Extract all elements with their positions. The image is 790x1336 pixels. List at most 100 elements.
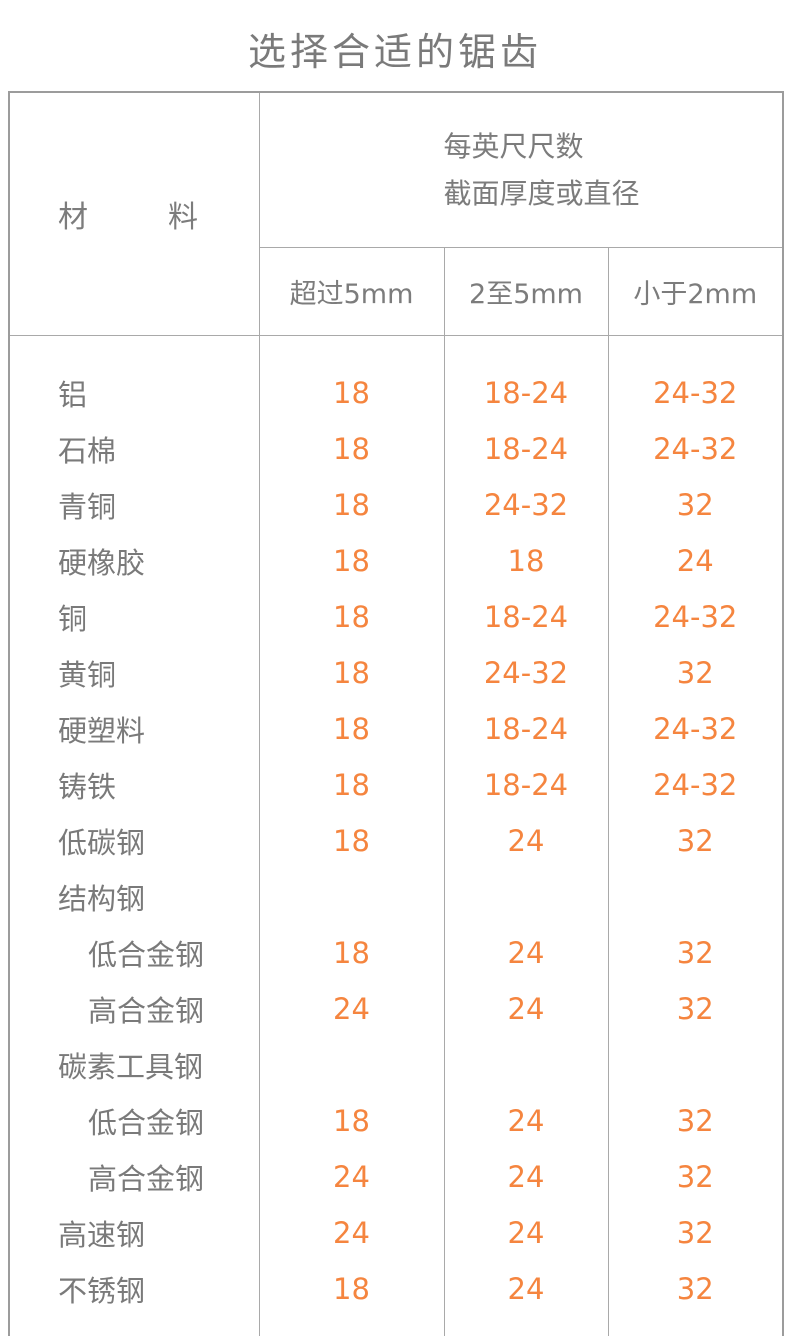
material-header-label: 材 料 <box>58 192 198 236</box>
table-row: 硬塑料 18 18-24 24-32 <box>8 701 784 757</box>
table-row: 硬橡胶 18 18 24 <box>8 533 784 589</box>
column-header-1: 超过5mm <box>258 247 445 336</box>
material-header-char-left: 材 <box>58 200 88 235</box>
value-cell: 24 <box>258 1205 445 1261</box>
table-row: 低碳钢 18 24 32 <box>8 813 784 869</box>
value-cell: 18-24 <box>443 589 609 645</box>
value-cell: 24 <box>607 533 784 589</box>
material-cell: 高速钢 <box>8 1205 260 1261</box>
material-header-cell: 材 料 <box>8 91 260 336</box>
saw-teeth-table: 材 料 每英尺尺数 截面厚度或直径 超过5mm 2至5mm 小于2mm 铝 18 18-… <box>8 91 785 1336</box>
value-cell <box>607 869 784 925</box>
group-header-cell: 每英尺尺数 截面厚度或直径 <box>258 91 784 248</box>
value-cell: 18 <box>258 645 445 701</box>
material-cell: 低合金钢 <box>8 1093 260 1149</box>
table-row: 结构钢 <box>8 869 784 925</box>
value-cell: 24-32 <box>607 589 784 645</box>
material-cell: 铝 <box>8 335 260 421</box>
value-cell: 24 <box>258 981 445 1037</box>
value-cell: 24-32 <box>607 757 784 813</box>
value-cell: 18 <box>258 701 445 757</box>
value-cell: 32 <box>607 1205 784 1261</box>
value-cell: 18-24 <box>443 757 609 813</box>
value-cell: 18 <box>258 533 445 589</box>
value-cell: 18-24 <box>443 701 609 757</box>
table-row: 铝 18 18-24 24-32 <box>8 335 784 421</box>
table-row: 碳素工具钢 <box>8 1037 784 1093</box>
table-row: 高合金钢 24 24 32 <box>8 1149 784 1205</box>
table-row: 低合金钢 18 24 32 <box>8 1093 784 1149</box>
value-cell: 18 <box>258 335 445 421</box>
value-cell: 24-32 <box>443 645 609 701</box>
table-header: 材 料 每英尺尺数 截面厚度或直径 超过5mm 2至5mm 小于2mm <box>8 91 784 336</box>
value-cell: 18-24 <box>443 335 609 421</box>
value-cell <box>258 869 445 925</box>
value-cell: 32 <box>607 813 784 869</box>
value-cell: 18 <box>258 813 445 869</box>
value-cell: 18 <box>258 1261 445 1336</box>
value-cell: 18-24 <box>443 421 609 477</box>
value-cell <box>258 1037 445 1093</box>
value-cell: 32 <box>607 645 784 701</box>
material-cell: 结构钢 <box>8 869 260 925</box>
value-cell: 32 <box>607 1149 784 1205</box>
value-cell: 32 <box>607 477 784 533</box>
value-cell: 32 <box>607 981 784 1037</box>
table-row: 铜 18 18-24 24-32 <box>8 589 784 645</box>
material-cell: 硬橡胶 <box>8 533 260 589</box>
material-cell: 不锈钢 <box>8 1261 260 1336</box>
value-cell: 18 <box>258 757 445 813</box>
table-body: 铝 18 18-24 24-32 石棉 18 18-24 24-32 青铜 18 24-32 32 硬橡… <box>8 335 784 1336</box>
value-cell: 24 <box>443 1149 609 1205</box>
value-cell: 18 <box>258 477 445 533</box>
material-cell: 青铜 <box>8 477 260 533</box>
value-cell: 24-32 <box>443 477 609 533</box>
page-title: 选择合适的锯齿 <box>247 30 542 74</box>
material-cell: 高合金钢 <box>8 1149 260 1205</box>
material-cell: 低碳钢 <box>8 813 260 869</box>
table-row: 高速钢 24 24 32 <box>8 1205 784 1261</box>
value-cell: 32 <box>607 1261 784 1336</box>
value-cell: 24 <box>443 981 609 1037</box>
material-cell: 低合金钢 <box>8 925 260 981</box>
value-cell <box>443 1037 609 1093</box>
value-cell: 24 <box>443 1093 609 1149</box>
value-cell <box>443 869 609 925</box>
material-cell: 硬塑料 <box>8 701 260 757</box>
value-cell: 24 <box>443 1205 609 1261</box>
material-cell: 碳素工具钢 <box>8 1037 260 1093</box>
value-cell: 32 <box>607 925 784 981</box>
value-cell: 24-32 <box>607 421 784 477</box>
value-cell: 24 <box>443 813 609 869</box>
value-cell <box>607 1037 784 1093</box>
table-row: 青铜 18 24-32 32 <box>8 477 784 533</box>
value-cell: 24 <box>443 1261 609 1336</box>
value-cell: 18 <box>258 421 445 477</box>
value-cell: 18 <box>258 925 445 981</box>
column-header-2: 2至5mm <box>443 247 609 336</box>
material-cell: 石棉 <box>8 421 260 477</box>
material-cell: 铸铁 <box>8 757 260 813</box>
value-cell: 32 <box>607 1093 784 1149</box>
table-row: 高合金钢 24 24 32 <box>8 981 784 1037</box>
group-header-line2: 截面厚度或直径 <box>443 177 640 210</box>
value-cell: 18 <box>443 533 609 589</box>
table-row: 低合金钢 18 24 32 <box>8 925 784 981</box>
value-cell: 18 <box>258 589 445 645</box>
header-row-columns: 超过5mm 2至5mm 小于2mm <box>9 247 784 336</box>
material-cell: 铜 <box>8 589 260 645</box>
material-cell: 黄铜 <box>8 645 260 701</box>
value-cell: 24 <box>443 925 609 981</box>
header-row-group: 材 料 每英尺尺数 截面厚度或直径 <box>8 91 784 336</box>
value-cell: 24 <box>258 1149 445 1205</box>
table-row: 黄铜 18 24-32 32 <box>8 645 784 701</box>
table-row: 铸铁 18 18-24 24-32 <box>8 757 784 813</box>
value-cell: 24-32 <box>607 335 784 421</box>
value-cell: 18 <box>258 1093 445 1149</box>
material-cell: 高合金钢 <box>8 981 260 1037</box>
table-row: 石棉 18 18-24 24-32 <box>8 421 784 477</box>
table-row: 不锈钢 18 24 32 <box>8 1261 784 1336</box>
group-header-line1: 每英尺尺数 <box>443 130 584 163</box>
value-cell: 24-32 <box>607 701 784 757</box>
